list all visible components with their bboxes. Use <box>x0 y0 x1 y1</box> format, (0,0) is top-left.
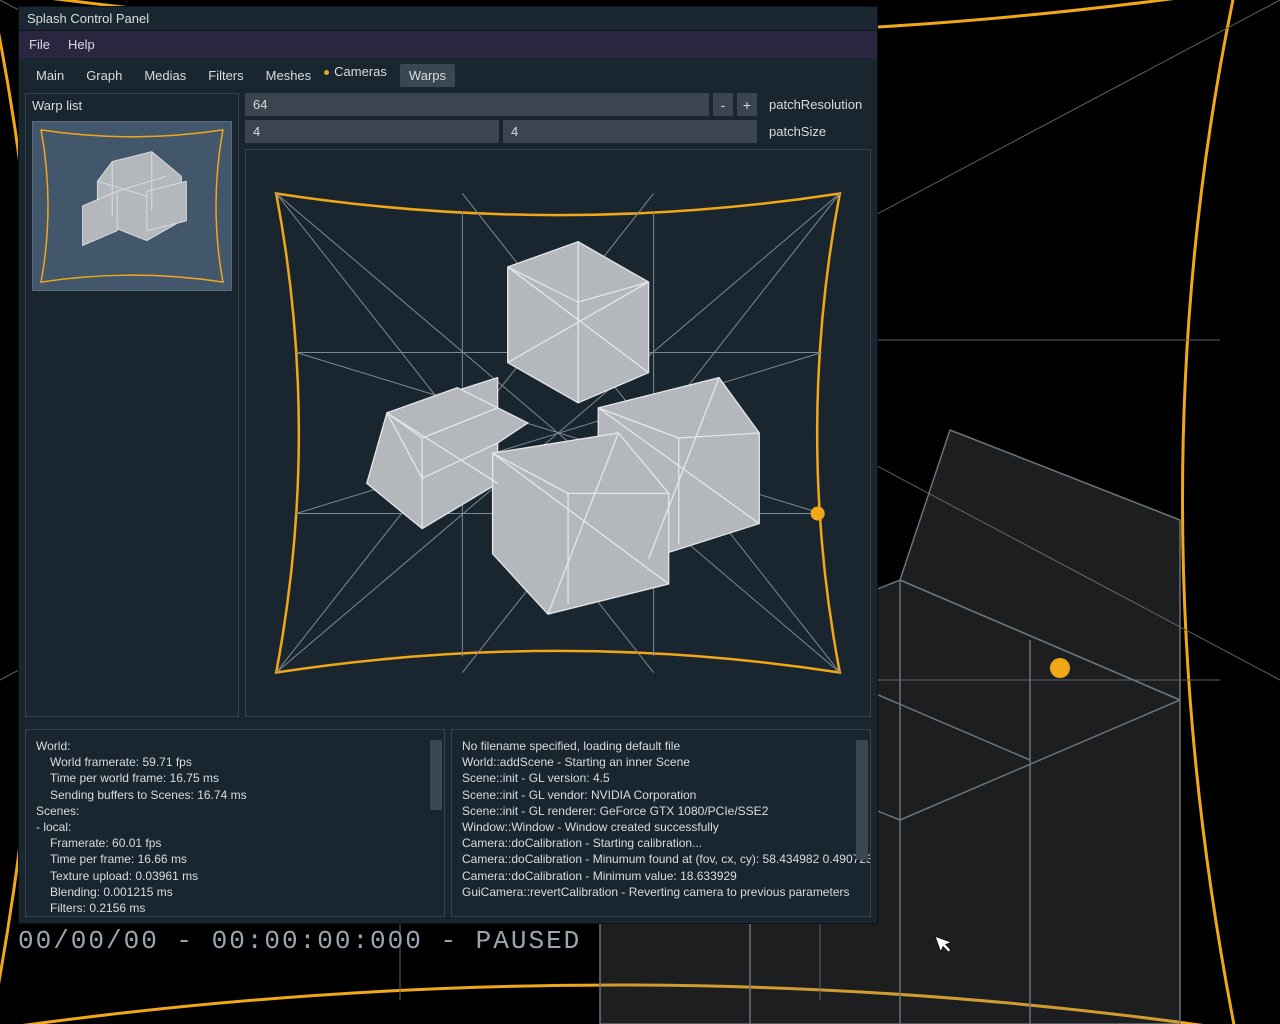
patch-size-label: patchSize <box>761 120 871 143</box>
log-line: Framerate: 60.01 fps <box>36 835 434 851</box>
scrollbar-thumb[interactable] <box>430 740 442 810</box>
log-line: Scene::init - GL vendor: NVIDIA Corporat… <box>462 787 860 803</box>
patch-resolution-input[interactable] <box>245 93 709 116</box>
log-line: Time per frame: 16.66 ms <box>36 851 434 867</box>
patch-resolution-plus-button[interactable]: + <box>737 93 757 116</box>
log-line: World: <box>36 738 434 754</box>
tab-medias[interactable]: Medias <box>135 64 195 87</box>
log-line: Time per world frame: 16.75 ms <box>36 770 434 786</box>
tab-warps[interactable]: Warps <box>400 64 455 87</box>
menubar: File Help <box>19 31 877 58</box>
log-line: Filters: 0.2156 ms <box>36 900 434 916</box>
stats-log-pane[interactable]: World: World framerate: 59.71 fps Time p… <box>25 729 445 917</box>
warp-list-title: Warp list <box>26 94 238 117</box>
log-line: Blending: 0.001215 ms <box>36 884 434 900</box>
tab-graph[interactable]: Graph <box>77 64 131 87</box>
log-line: Camera::doCalibration - Minimum value: 1… <box>462 868 860 884</box>
tab-cameras[interactable]: Cameras <box>332 60 396 83</box>
patch-size-x-input[interactable] <box>245 120 499 143</box>
log-line: Scene::init - GL version: 4.5 <box>462 770 860 786</box>
log-line: Sending buffers to Scenes: 16.74 ms <box>36 787 434 803</box>
menu-help[interactable]: Help <box>68 37 95 52</box>
patch-resolution-minus-button[interactable]: - <box>713 93 733 116</box>
log-line: World framerate: 59.71 fps <box>36 754 434 770</box>
status-bar: 00/00/00 - 00:00:00:000 - PAUSED <box>18 926 581 956</box>
log-line: World::addScene - Starting an inner Scen… <box>462 754 860 770</box>
log-line: Texture upload: 0.03961 ms <box>36 868 434 884</box>
log-line: Camera::doCalibration - Starting calibra… <box>462 835 860 851</box>
log-line: Window::Window - Window created successf… <box>462 819 860 835</box>
patch-size-y-input[interactable] <box>503 120 757 143</box>
warp-thumbnail[interactable] <box>32 121 232 291</box>
tab-main[interactable]: Main <box>27 64 73 87</box>
log-line: GuiCamera::revertCalibration - Reverting… <box>462 884 860 900</box>
control-panel-window: Splash Control Panel File Help Main Grap… <box>18 6 878 924</box>
log-line: Cameras: 0.1433 ms <box>36 916 434 917</box>
scrollbar-thumb[interactable] <box>856 740 868 860</box>
warp-preview-viewport[interactable] <box>245 149 871 717</box>
parameters: - + patchResolution patchSize <box>245 93 871 143</box>
preview-mesh <box>246 150 870 716</box>
log-area: World: World framerate: 59.71 fps Time p… <box>19 723 877 923</box>
window-title: Splash Control Panel <box>19 7 877 31</box>
content-area: Warp list <box>19 87 877 723</box>
log-line: Scene::init - GL renderer: GeForce GTX 1… <box>462 803 860 819</box>
thumbnail-mesh <box>33 122 231 290</box>
tab-meshes[interactable]: Meshes <box>257 64 321 87</box>
menu-file[interactable]: File <box>29 37 50 52</box>
log-line: Camera::doCalibration - Minumum found at… <box>462 851 860 867</box>
log-line: No filename specified, loading default f… <box>462 738 860 754</box>
warp-list-panel: Warp list <box>25 93 239 717</box>
log-line: - local: <box>36 819 434 835</box>
patch-resolution-label: patchResolution <box>761 93 871 116</box>
log-line: Scenes: <box>36 803 434 819</box>
tab-filters[interactable]: Filters <box>199 64 252 87</box>
message-log-pane[interactable]: No filename specified, loading default f… <box>451 729 871 917</box>
tabbar: Main Graph Medias Filters Meshes Cameras… <box>19 58 877 87</box>
